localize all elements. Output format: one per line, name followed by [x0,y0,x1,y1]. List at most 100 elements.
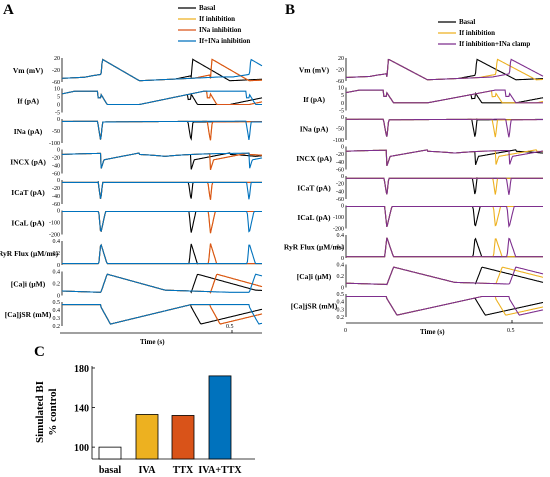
panel-b-trace-ryr-basal [346,237,543,258]
panel-a-trace-cajsr-ina [62,304,263,325]
panel-a-ytick-incx-0: 0 [57,148,60,154]
panel-a-ytick-cajsr-3: 0.2 [53,324,61,330]
panel-b-trace-ical-clamp [346,205,543,228]
panel-a-row-ryr: RyR Flux (μM/ms) 0.4 0.2 0 [0,239,262,269]
panel-a-ytick-ina-2: -100 [49,141,60,147]
panel-a-ytick-ical-1: -100 [49,221,60,227]
panel-a-ytick-cajsr-1: 0.4 [53,308,61,314]
panel-a-trace-ryr-ifina [62,243,262,265]
panel-b-row-vm: Vm (mV) 20 -20 -60 [299,56,544,85]
panel-a-ytick-cai-0: 0.4 [53,270,61,276]
panel-a-ytick-ryr-2: 0 [57,263,60,269]
panel-a-row-ina: INa (pA) 0 -50 -100 [14,117,262,147]
panel-b-ylabel-ryr: RyR Flux (μM/ms) [284,243,345,252]
legend-a-ifina: If+INa inhibition [199,37,250,45]
panel-c-bar-iva [135,414,159,460]
panel-a-trace-ical-basal [62,210,262,233]
legend-a-if: If inhibition [199,15,235,23]
panel-a-trace-icat-if [62,180,262,200]
panel-a-ytick-if-3: -5 [55,111,60,117]
panel-c-ytick-180: 180 [74,364,89,375]
panel-c-ylabel-1: Simulated BI [34,381,46,443]
panel-b-trace-ina-clamp [346,118,543,138]
panel-b-trace-ryr-clamp [346,237,543,258]
panel-c-ylabel-2: % control [47,388,59,435]
panel-b-ytick-icat-2: -40 [336,189,344,195]
legend-a-basal: Basal [199,4,215,12]
panel-b-row-icat: ICaT (pA) 0 -20-40 -60 [297,174,543,203]
panel-b-ytick-ryr-2: 0 [341,256,344,262]
panel-b-row-cajsr: [Ca]jSR (mM) 0.5 0.40.3 0.2 [291,292,544,321]
panel-a-trace-ical-ina [62,210,262,234]
panel-a-trace-vm-ina [62,58,263,82]
panel-b-ytick-if-3: -5 [339,109,344,115]
legend-a: Basal If inhibition INa inhibition If+IN… [178,4,250,45]
panel-a-trace-icat-basal [62,180,262,199]
panel-b-trace-vm-clamp [345,58,544,81]
panel-b-trace-incx-clamp [345,149,544,166]
panel-b-trace-icat-clamp [346,177,543,195]
panel-b-ytick-ical-0: 0 [341,204,344,210]
panel-a-trace-if-ina [61,90,263,106]
panel-c-bar-iva-ttx [208,375,232,460]
panel-a-trace-if-if [61,90,263,106]
panel-a-x-label: Time (s) [140,338,165,346]
panel-a-ylabel-ical: ICaL (pA) [11,219,45,228]
panel-a-ylabel-cajsr: [Ca]jSR (mM) [5,310,52,319]
panel-b-row-ical: ICaL (pA) 0 -100 -200 [297,204,543,233]
panel-a-ytick-incx-1: -20 [52,156,60,162]
panel-b-ytick-vm-2: -60 [336,79,344,85]
panel-a-ytick-ical-2: -200 [49,233,60,239]
panel-b-ytick-ryr-1: 0.2 [337,245,345,251]
panel-a-row-vm: Vm (mV) 20 -20 -60 [13,56,263,86]
panel-a-trace-ina-basal [62,120,262,141]
panel-b-ytick-cajsr-3: 0.2 [337,315,345,321]
panel-b-row-ina: INa (pA) 0 -50 -100 [300,115,543,144]
panel-a-ytick-cai-1: 0.2 [53,282,61,288]
panel-b-x-label: Time (s) [420,328,445,336]
panel-a-ytick-ryr-1: 0.2 [53,251,61,257]
panel-c-ytick-100: 100 [74,443,89,454]
panel-b-ylabel-incx: INCX (pA) [296,154,332,163]
panel-b-row-ryr: RyR Flux (μM/ms) 0.4 0.2 0 [284,233,543,262]
panel-a-trace-if-ifina [61,90,262,106]
panel-b-trace-ina-if [346,118,543,138]
panel-b-ylabel-ical: ICaL (pA) [297,213,331,222]
legend-b: Basal If inhibition If inhibition+INa cl… [438,18,530,48]
panel-a-trace-vm-ifina [62,58,263,82]
panel-a-ytick-vm-1: -20 [52,68,60,74]
panel-b-trace-icat-basal [346,177,543,195]
panel-b-ytick-if-0: 10 [338,86,344,92]
panel-b-ytick-cajsr-1: 0.4 [337,300,345,306]
panel-b-ytick-ina-2: -100 [333,138,344,144]
panel-a-trace-cajsr-ifina [62,304,263,325]
panel-a-ytick-cajsr-2: 0.3 [53,316,61,322]
panel-b-ytick-if-1: 5 [341,93,344,99]
panel-b-ytick-ical-2: -200 [333,227,344,233]
panel-c-bar-chart: Simulated BI % control 100 140 180 basal IVA… [34,364,255,476]
panel-b-ylabel-vm: Vm (mV) [299,66,330,75]
panel-b-ytick-cai-2: 0 [341,286,344,292]
panel-a-trace-cai-ifina [62,273,263,293]
panel-b-trace-if-clamp [345,89,543,104]
panel-b-ytick-incx-0: 0 [341,145,344,151]
panel-c-xtick-iva: IVA [138,465,156,476]
panel-b-ytick-incx-2: -40 [336,160,344,166]
panel-a-ytick-icat-2: -40 [52,194,60,200]
legend-b-basal: Basal [459,18,475,26]
panel-a-trace-ryr-basal [62,243,262,265]
panel-a-trace-ina-ina [62,120,262,141]
panel-label-c: C [34,344,45,360]
panel-b-ytick-icat-0: 0 [341,174,344,180]
panel-a-ytick-cai-2: 0 [57,294,60,300]
panel-b-trace-cai-if [346,266,544,286]
panel-b-ytick-icat-3: -60 [336,197,344,203]
panel-b-trace-vm-if [345,58,543,81]
panel-b-trace-cai-clamp [346,266,544,286]
panel-b-trace-ryr-if [346,237,543,258]
panel-a-row-incx: INCX (pA) 0 -20 -40 -60 [10,148,263,178]
panel-a-x-tick-05: 0.5 [226,324,234,330]
panel-b-trace-vm-basal [345,58,544,81]
